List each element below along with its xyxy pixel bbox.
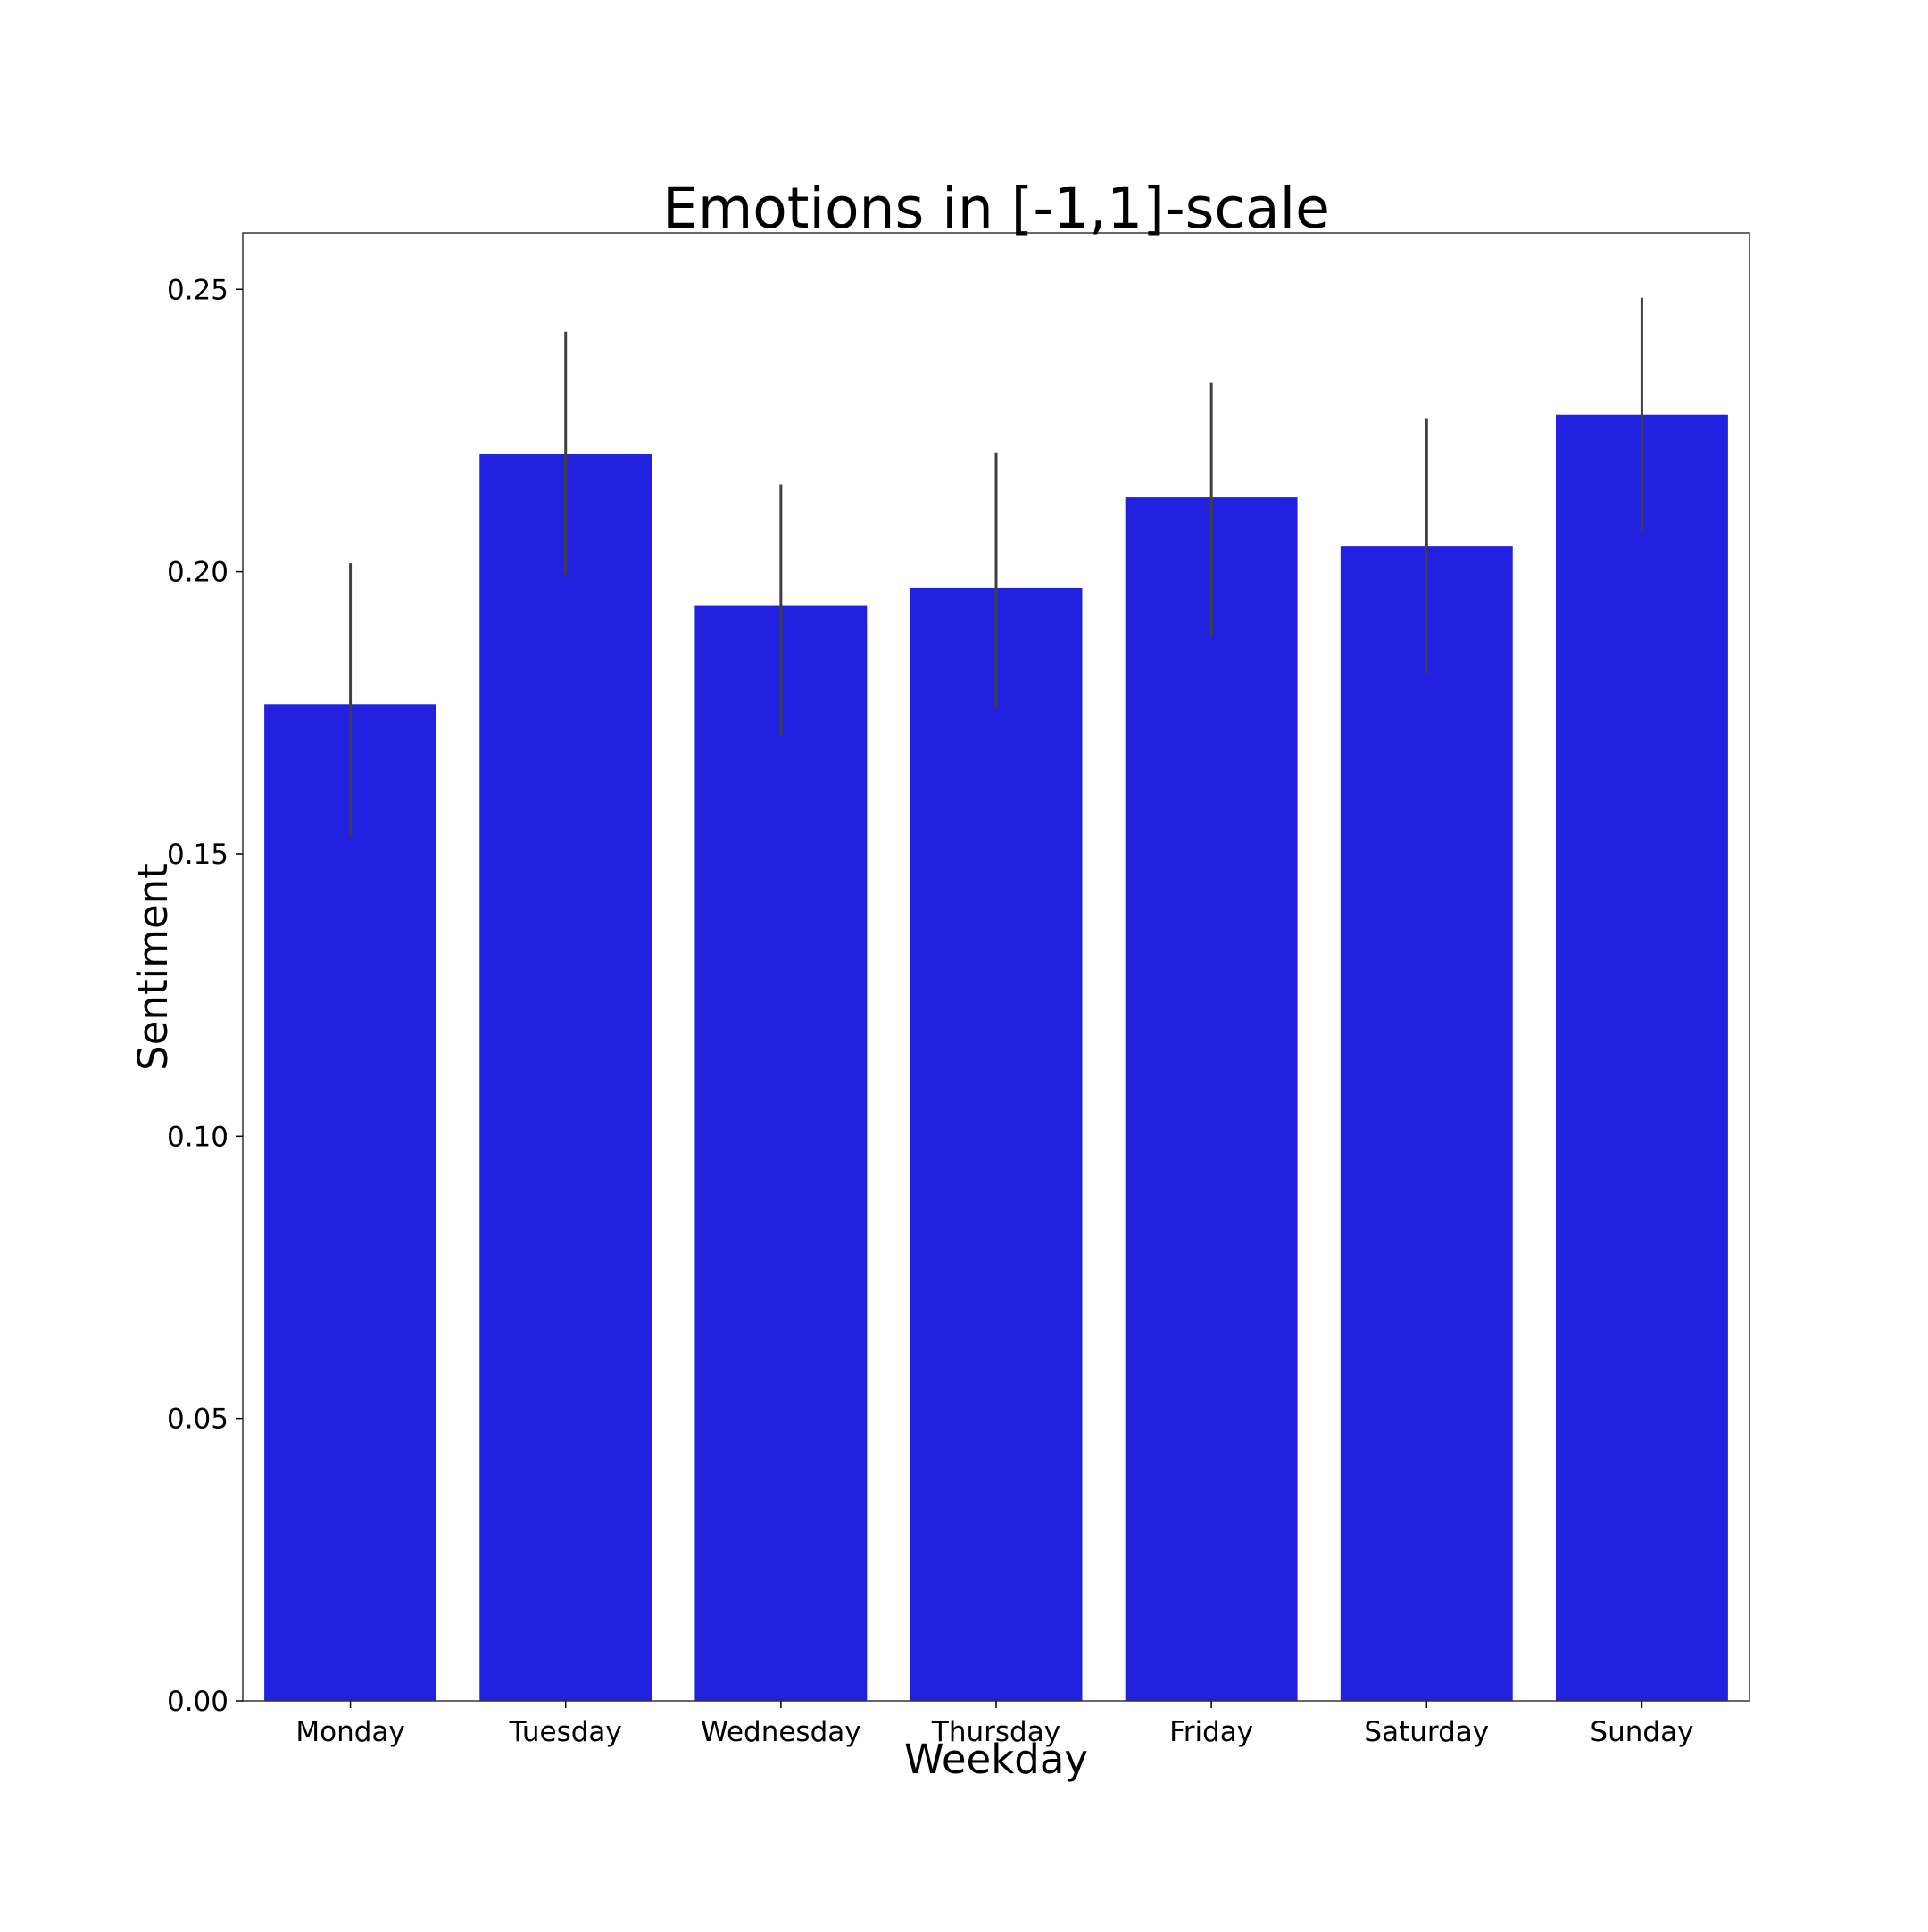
y-tick-label: 0.00: [167, 1686, 229, 1718]
y-tick-label: 0.15: [167, 839, 229, 871]
bar-tuesday: [479, 454, 652, 1701]
y-axis: 0.00 0.05 0.10 0.15 0.20 0.25: [167, 274, 243, 1718]
x-tick-label: Thursday: [931, 1716, 1060, 1748]
x-tick-label: Wednesday: [701, 1716, 860, 1748]
x-tick-label: Monday: [295, 1716, 404, 1748]
x-axis-title: Weekday: [904, 1736, 1088, 1783]
y-tick-label: 0.05: [167, 1404, 229, 1436]
bar-thursday: [910, 587, 1083, 1702]
x-tick-label: Saturday: [1364, 1716, 1489, 1748]
y-tick-label: 0.20: [167, 557, 229, 589]
y-tick-label: 0.10: [167, 1121, 229, 1153]
y-axis-title: Sentiment: [129, 863, 177, 1071]
x-tick-label: Sunday: [1590, 1716, 1693, 1748]
y-tick-label: 0.25: [167, 274, 229, 306]
bars-layer: [264, 414, 1728, 1702]
bar-monday: [264, 704, 437, 1701]
x-tick-label: Tuesday: [509, 1716, 622, 1748]
bar-friday: [1125, 497, 1298, 1701]
error-bars-layer: [349, 297, 1643, 837]
x-axis: Monday Tuesday Wednesday Thursday Friday Satu…: [295, 1701, 1693, 1748]
x-tick-label: Friday: [1169, 1716, 1253, 1748]
chart-title: Emotions in [-1,1]-scale: [662, 176, 1330, 241]
bar-wednesday: [694, 605, 868, 1701]
bar-sunday: [1555, 414, 1728, 1701]
bar-saturday: [1340, 546, 1513, 1701]
